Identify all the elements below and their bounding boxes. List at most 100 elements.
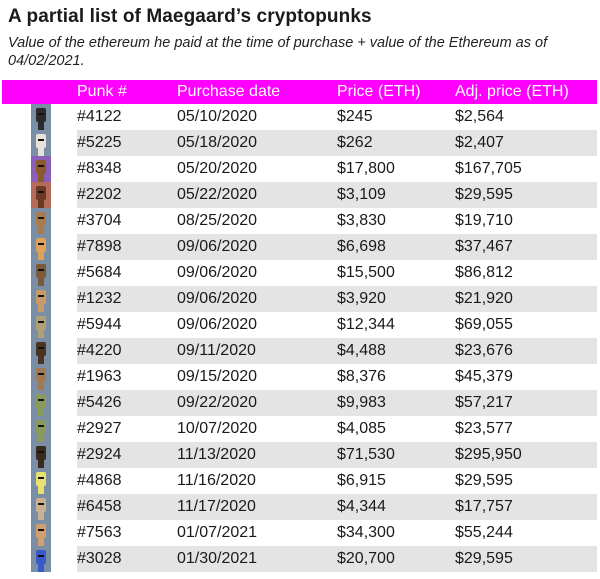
punk-avatar-icon [31, 546, 51, 572]
table-row: #8348 05/20/2020 $17,800 $167,705 [2, 156, 597, 182]
cell-adj-price: $29,595 [455, 182, 597, 208]
punk-icon-cell [2, 104, 77, 130]
punk-icon-cell [2, 390, 77, 416]
cell-price: $6,915 [337, 468, 455, 494]
punk-icon-cell [2, 208, 77, 234]
cell-purchase-date: 09/06/2020 [177, 234, 337, 260]
cell-purchase-date: 01/07/2021 [177, 520, 337, 546]
cell-adj-price: $295,950 [455, 442, 597, 468]
punk-avatar-icon [31, 312, 51, 338]
table-row: #5225 05/18/2020 $262 $2,407 [2, 130, 597, 156]
cell-punk: #2924 [77, 442, 177, 468]
punk-icon-cell [2, 260, 77, 286]
table-row: #4220 09/11/2020 $4,488 $23,676 [2, 338, 597, 364]
cell-price: $4,488 [337, 338, 455, 364]
punk-avatar-icon [31, 208, 51, 234]
table-row: #7898 09/06/2020 $6,698 $37,467 [2, 234, 597, 260]
header-icon-column [2, 80, 77, 104]
punk-icon-cell [2, 156, 77, 182]
punk-icon-cell [2, 442, 77, 468]
cell-adj-price: $19,710 [455, 208, 597, 234]
cell-purchase-date: 05/18/2020 [177, 130, 337, 156]
cell-price: $3,920 [337, 286, 455, 312]
cell-punk: #3028 [77, 546, 177, 572]
punk-icon-cell [2, 234, 77, 260]
cell-punk: #4122 [77, 104, 177, 130]
punk-icon-cell [2, 494, 77, 520]
table-row: #1232 09/06/2020 $3,920 $21,920 [2, 286, 597, 312]
punk-icon-cell [2, 468, 77, 494]
punk-avatar-icon [31, 416, 51, 442]
cell-purchase-date: 09/06/2020 [177, 312, 337, 338]
cell-adj-price: $29,595 [455, 546, 597, 572]
punk-avatar-icon [31, 286, 51, 312]
table-row: #3028 01/30/2021 $20,700 $29,595 [2, 546, 597, 572]
table-row: #7563 01/07/2021 $34,300 $55,244 [2, 520, 597, 546]
cell-price: $34,300 [337, 520, 455, 546]
cell-purchase-date: 05/20/2020 [177, 156, 337, 182]
cell-adj-price: $23,577 [455, 416, 597, 442]
cell-punk: #4868 [77, 468, 177, 494]
cell-punk: #8348 [77, 156, 177, 182]
cell-adj-price: $2,407 [455, 130, 597, 156]
table-row: #2202 05/22/2020 $3,109 $29,595 [2, 182, 597, 208]
header-price: Price (ETH) [337, 80, 455, 104]
cell-price: $3,109 [337, 182, 455, 208]
cell-purchase-date: 09/06/2020 [177, 260, 337, 286]
cell-price: $6,698 [337, 234, 455, 260]
punk-avatar-icon [31, 130, 51, 156]
header-row: Punk # Purchase date Price (ETH) Adj. pr… [2, 80, 597, 104]
cell-punk: #7563 [77, 520, 177, 546]
cell-price: $20,700 [337, 546, 455, 572]
cell-adj-price: $55,244 [455, 520, 597, 546]
cell-adj-price: $69,055 [455, 312, 597, 338]
table-row: #5944 09/06/2020 $12,344 $69,055 [2, 312, 597, 338]
chart-title: A partial list of Maegaard’s cryptopunks [8, 6, 372, 27]
cell-punk: #5426 [77, 390, 177, 416]
cell-price: $4,344 [337, 494, 455, 520]
punk-avatar-icon [31, 520, 51, 546]
cell-adj-price: $86,812 [455, 260, 597, 286]
table-row: #2927 10/07/2020 $4,085 $23,577 [2, 416, 597, 442]
punk-icon-cell [2, 546, 77, 572]
cell-punk: #2927 [77, 416, 177, 442]
header-adj-price: Adj. price (ETH) [455, 80, 597, 104]
punk-avatar-icon [31, 156, 51, 182]
punk-avatar-icon [31, 104, 51, 130]
punk-icon-cell [2, 182, 77, 208]
punk-avatar-icon [31, 338, 51, 364]
cell-punk: #7898 [77, 234, 177, 260]
cell-purchase-date: 09/06/2020 [177, 286, 337, 312]
cell-punk: #5684 [77, 260, 177, 286]
punk-avatar-icon [31, 390, 51, 416]
cell-purchase-date: 11/17/2020 [177, 494, 337, 520]
cell-price: $8,376 [337, 364, 455, 390]
punk-avatar-icon [31, 364, 51, 390]
cell-adj-price: $37,467 [455, 234, 597, 260]
punk-avatar-icon [31, 494, 51, 520]
cell-adj-price: $23,676 [455, 338, 597, 364]
cell-price: $9,983 [337, 390, 455, 416]
cell-price: $15,500 [337, 260, 455, 286]
table-row: #4122 05/10/2020 $245 $2,564 [2, 104, 597, 130]
cell-purchase-date: 09/15/2020 [177, 364, 337, 390]
cell-adj-price: $29,595 [455, 468, 597, 494]
cell-purchase-date: 11/16/2020 [177, 468, 337, 494]
table-header: Punk # Purchase date Price (ETH) Adj. pr… [2, 80, 597, 104]
cell-punk: #5944 [77, 312, 177, 338]
cell-punk: #6458 [77, 494, 177, 520]
punk-avatar-icon [31, 260, 51, 286]
cell-purchase-date: 09/11/2020 [177, 338, 337, 364]
header-punk: Punk # [77, 80, 177, 104]
cell-punk: #2202 [77, 182, 177, 208]
cell-punk: #3704 [77, 208, 177, 234]
punk-icon-cell [2, 416, 77, 442]
table-row: #5426 09/22/2020 $9,983 $57,217 [2, 390, 597, 416]
table-row: #3704 08/25/2020 $3,830 $19,710 [2, 208, 597, 234]
table-row: #1963 09/15/2020 $8,376 $45,379 [2, 364, 597, 390]
cell-price: $71,530 [337, 442, 455, 468]
chart-subtitle: Value of the ethereum he paid at the tim… [8, 35, 548, 69]
punk-icon-cell [2, 286, 77, 312]
punk-avatar-icon [31, 442, 51, 468]
